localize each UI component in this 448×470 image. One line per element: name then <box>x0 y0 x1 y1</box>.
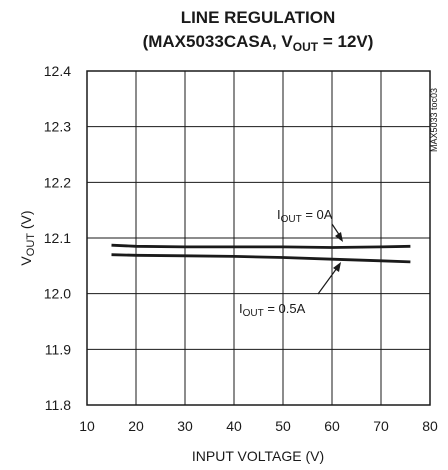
chart-id-label: MAX5033 toc03 <box>429 88 439 152</box>
chart-title-line1: LINE REGULATION <box>181 8 336 27</box>
x-tick-labels: 10 20 30 40 50 60 70 80 <box>79 418 438 434</box>
y-tick-labels: 11.8 11.9 12.0 12.1 12.2 12.3 12.4 <box>44 63 71 413</box>
series-1-arrowhead <box>333 262 341 272</box>
series-layer <box>111 243 411 264</box>
series-line-0 <box>111 243 411 249</box>
grid-lines <box>87 71 430 405</box>
series-line-1 <box>111 253 411 264</box>
x-tick-label-0: 10 <box>79 418 95 434</box>
x-tick-label-3: 40 <box>226 418 242 434</box>
x-tick-label-1: 20 <box>128 418 144 434</box>
x-tick-label-6: 70 <box>373 418 389 434</box>
series-1-leader <box>317 267 338 295</box>
y-tick-label-2: 12.0 <box>44 286 71 302</box>
y-tick-label-6: 12.4 <box>44 63 71 79</box>
series-1-annotation: IOUT = 0.5A <box>239 301 306 319</box>
y-tick-label-5: 12.3 <box>44 119 71 135</box>
x-tick-label-4: 50 <box>275 418 291 434</box>
y-tick-label-3: 12.1 <box>44 230 71 246</box>
x-tick-label-7: 80 <box>422 418 438 434</box>
x-axis-label: INPUT VOLTAGE (V) <box>192 448 324 464</box>
y-tick-label-0: 11.8 <box>45 397 71 413</box>
series-0-arrowhead <box>335 232 343 242</box>
x-tick-label-5: 60 <box>324 418 340 434</box>
y-axis-label: VOUT (V) <box>18 210 37 265</box>
series-0-annotation: IOUT = 0A <box>277 207 333 225</box>
y-tick-label-4: 12.2 <box>44 174 71 190</box>
plot-frame <box>86 70 431 406</box>
y-tick-label-1: 11.9 <box>45 341 71 357</box>
x-tick-label-2: 30 <box>177 418 193 434</box>
chart-title-line2: (MAX5033CASA, VOUT = 12V) <box>143 32 374 54</box>
